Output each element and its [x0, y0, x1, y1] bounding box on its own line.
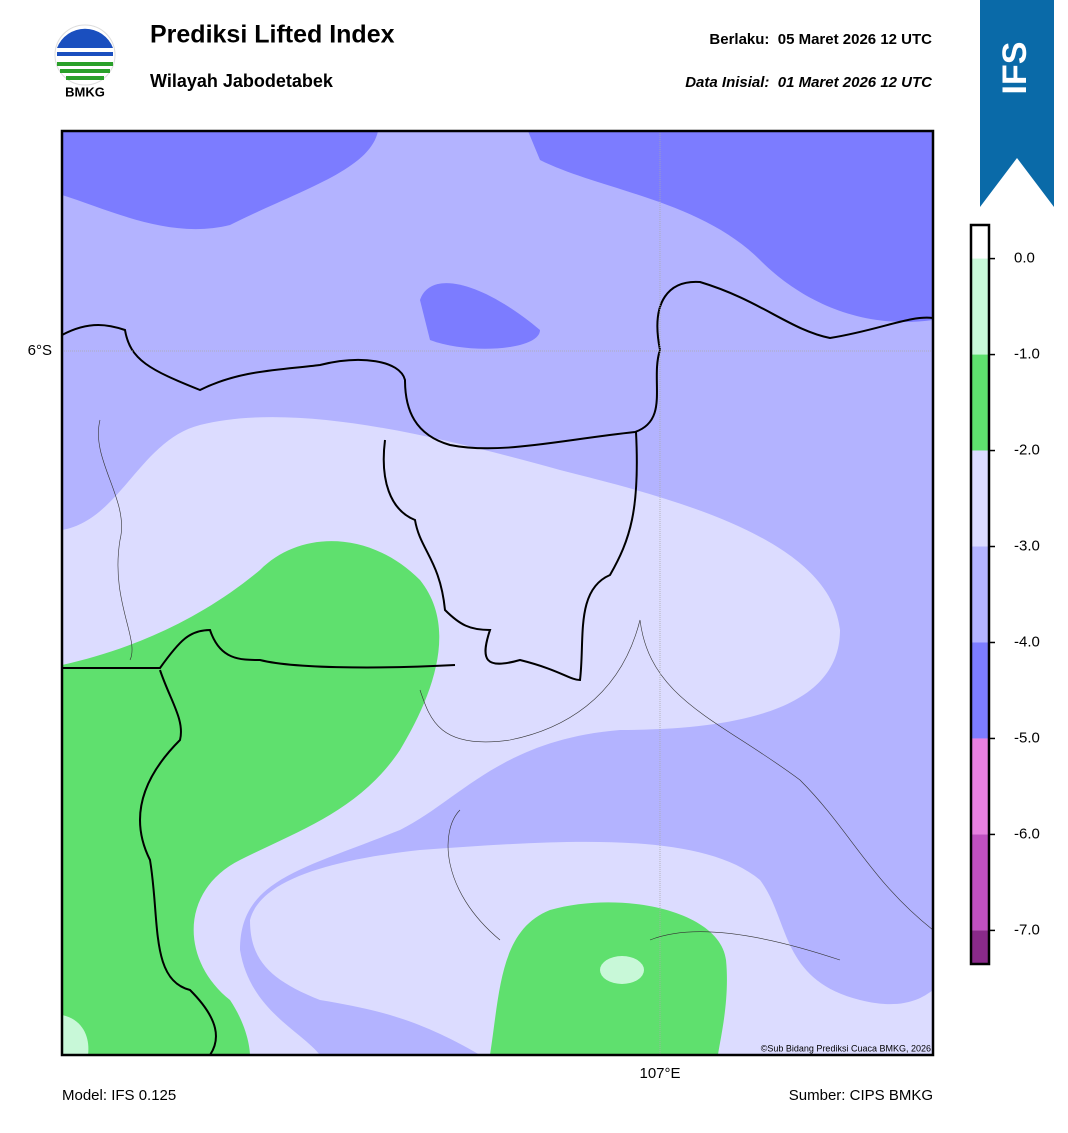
colorbar-band: [971, 225, 989, 259]
title: Prediksi Lifted Index: [150, 21, 395, 49]
colorbar-tick-label: -6.0: [1014, 825, 1040, 842]
badge-text: IFS: [996, 42, 1034, 95]
colorbar-band: [971, 642, 989, 739]
colorbar-frame: [969, 223, 991, 966]
valid-time: Berlaku: 05 Maret 2026 12 UTC: [709, 31, 932, 48]
colorbar-tick-label: -3.0: [1014, 537, 1040, 554]
colorbar-band: [971, 450, 989, 547]
model: Model: IFS 0.125: [62, 1087, 176, 1104]
subtitle: Wilayah Jabodetabek: [150, 71, 334, 91]
colorbar-band: [971, 738, 989, 835]
colorbar-band: [971, 258, 989, 355]
lat-label: 6°S: [28, 342, 52, 359]
colorbar-band: [971, 930, 989, 964]
lon-label: 107°E: [639, 1065, 680, 1082]
map: [62, 131, 933, 1055]
colorbar-tick-label: 0.0: [1014, 250, 1035, 267]
initial-time: Data Inisial: 01 Maret 2026 12 UTC: [685, 74, 933, 91]
colorbar-tick-label: -2.0: [1014, 442, 1040, 459]
colorbar-tick-label: -7.0: [1014, 921, 1040, 938]
credit: ©Sub Bidang Prediksi Cuaca BMKG, 2026: [761, 1043, 931, 1053]
source: Sumber: CIPS BMKG: [789, 1087, 933, 1104]
map-frame: [60, 129, 935, 1057]
colorbar-band: [971, 546, 989, 643]
colorbar-tick-label: -4.0: [1014, 633, 1040, 650]
logo: BMKG: [54, 24, 116, 99]
badge: [980, 0, 1054, 207]
logo-text: BMKG: [65, 84, 105, 99]
colorbar-tick-label: -1.0: [1014, 346, 1040, 363]
colorbar: 0.0 -1.0 -2.0 -3.0 -4.0 -5.0 -6.0 -7.0: [969, 223, 1040, 966]
colorbar-band: [971, 354, 989, 451]
colorbar-tick-label: -5.0: [1014, 729, 1040, 746]
colorbar-band: [971, 834, 989, 931]
